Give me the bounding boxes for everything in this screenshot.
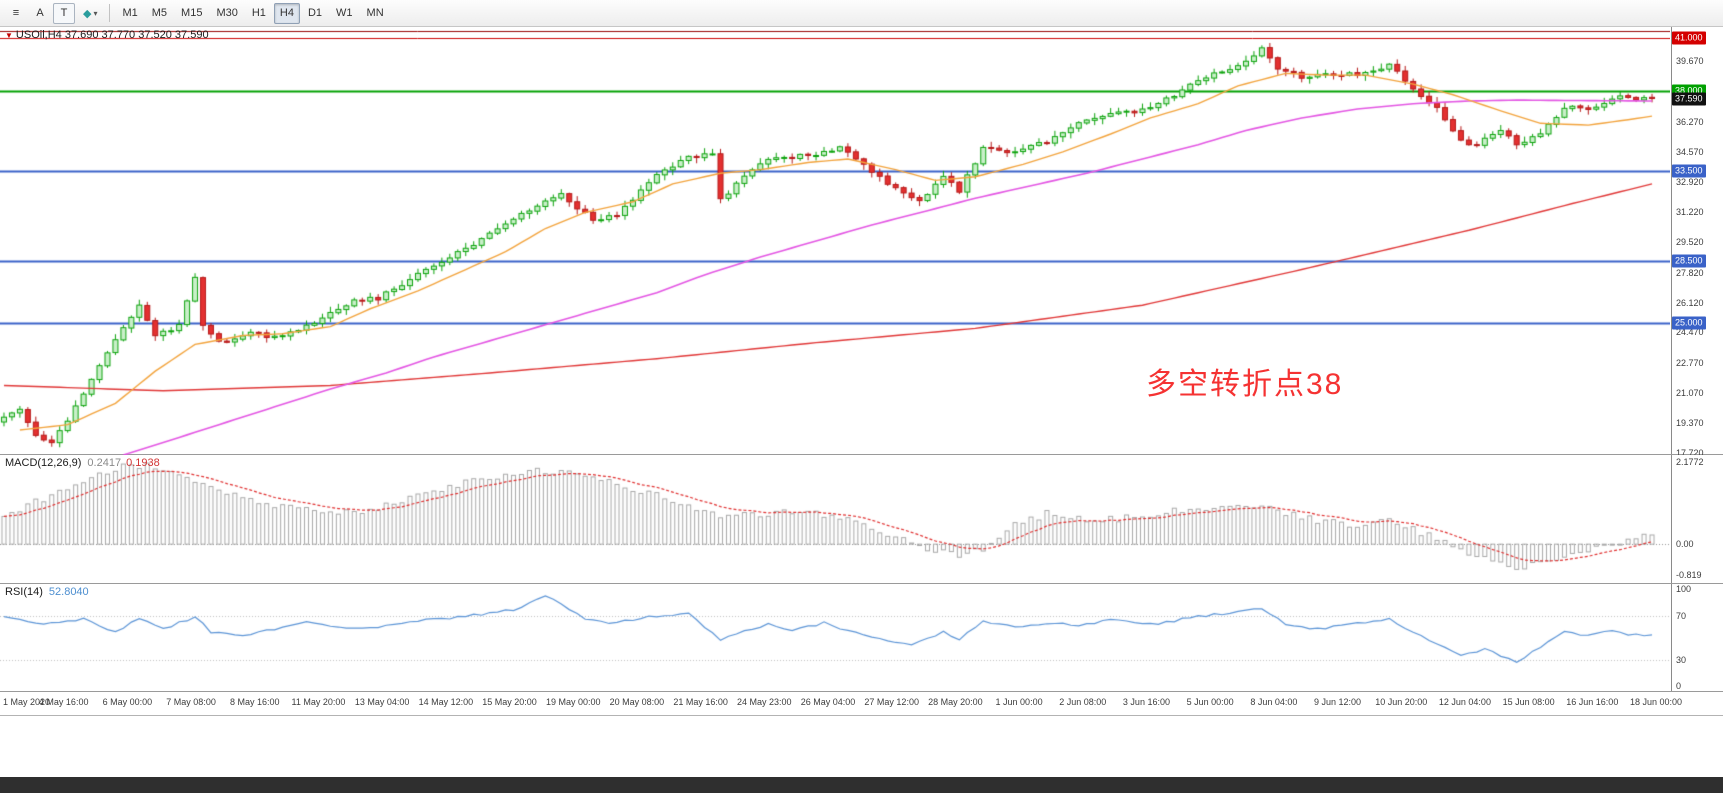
axis-label: 17.720: [1676, 447, 1704, 458]
timeframe-group: M1 M5 M15 M30 H1 H4 D1 W1 MN: [115, 2, 390, 24]
time-axis-label: 1 Jun 00:00: [995, 697, 1043, 707]
macd-name: MACD(12,26,9): [5, 457, 82, 469]
rsi-pane: RSI(14) 52.8040 100 70 30 0: [0, 584, 1723, 692]
axis-label: 0.00: [1676, 539, 1694, 550]
toolbar-separator: [109, 4, 111, 22]
main-price-axis[interactable]: 39.670 36.270 34.570 32.920 31.220 29.520 27.8…: [1671, 27, 1723, 458]
axis-label: 0: [1676, 681, 1682, 691]
chevron-down-icon: ▾: [93, 8, 98, 18]
bottom-bar: [0, 777, 1723, 793]
time-axis-label: 16 Jun 16:00: [1566, 697, 1619, 707]
time-axis-label: 3 Jun 16:00: [1122, 697, 1170, 707]
axis-label: 26.120: [1676, 298, 1704, 309]
main-chart-pane: ▼ USOil,H4 37.690 37.770 37.520 37.590 多空…: [0, 27, 1723, 458]
time-axis-label: 4 May 16:00: [38, 697, 89, 707]
axis-label: 19.370: [1676, 418, 1704, 429]
time-axis-label: 12 Jun 04:00: [1438, 697, 1491, 707]
time-axis-label: 27 May 12:00: [864, 697, 919, 707]
time-axis-label: 5 Jun 00:00: [1186, 697, 1234, 707]
time-axis-label: 15 May 20:00: [482, 697, 537, 707]
axis-label: 30: [1676, 654, 1687, 665]
time-axis[interactable]: 1 May 2020 4 May 16:00 6 May 00:00 7 May 08…: [0, 692, 1723, 716]
shapes-icon: ◆: [83, 7, 92, 20]
price-tag-41.000: 41.000: [1672, 31, 1706, 45]
symbol-info: ▼ USOil,H4 37.690 37.770 37.520 37.590: [5, 29, 209, 41]
time-axis-label: 10 Jun 20:00: [1375, 697, 1428, 707]
time-axis-label: 14 May 12:00: [418, 697, 474, 707]
symbol-ohlc-text: USOil,H4 37.690 37.770 37.520 37.590: [15, 29, 209, 41]
time-axis-label: 20 May 08:00: [609, 697, 665, 707]
timeframe-button-m30[interactable]: M30: [216, 7, 238, 19]
rsi-axis[interactable]: 100 70 30 0: [1671, 584, 1723, 691]
timeframe-button-h1[interactable]: H1: [251, 7, 266, 19]
time-axis-label: 18 Jun 00:00: [1629, 697, 1683, 707]
rsi-canvas[interactable]: [0, 584, 1670, 692]
timeframe-button-w1[interactable]: W1: [336, 7, 353, 19]
rsi-value: 52.8040: [48, 586, 89, 598]
macd-pane: MACD(12,26,9) 0.2417 0.1938 2.1772 0.00 -0.8…: [0, 455, 1723, 584]
price-tag-28.500: 28.500: [1672, 254, 1706, 268]
time-axis-label: 11 May 20:00: [291, 697, 346, 707]
axis-label: 24.470: [1676, 327, 1704, 338]
time-axis-label: 24 May 23:00: [737, 697, 792, 707]
time-axis-label: 2 Jun 08:00: [1059, 697, 1107, 707]
axis-label: 2.1772: [1676, 456, 1704, 467]
draw-shapes-button[interactable]: ◆ ▾: [77, 3, 103, 24]
axis-label: 70: [1676, 611, 1687, 622]
time-axis-label: 8 May 16:00: [230, 697, 280, 707]
axis-label: 21.070: [1676, 388, 1704, 399]
current-price-tag: 37.590: [1672, 92, 1706, 105]
macd-label: MACD(12,26,9) 0.2417 0.1938: [5, 457, 160, 469]
rsi-name: RSI(14): [5, 586, 43, 598]
timeframe-button-m15[interactable]: M15: [181, 7, 203, 19]
cursor-a-button[interactable]: A: [36, 7, 44, 19]
time-axis-label: 26 May 04:00: [800, 697, 856, 707]
macd-value: 0.2417: [87, 457, 122, 469]
symbol-dropdown-icon[interactable]: ▼: [5, 31, 13, 40]
axis-label: 29.520: [1676, 237, 1704, 248]
price-tag-25.000: 25.000: [1672, 316, 1706, 330]
axis-label: 27.820: [1676, 267, 1704, 278]
below-chart-whitespace: [0, 716, 1723, 777]
timeframe-button-mn[interactable]: MN: [366, 7, 384, 19]
chart-text-annotation[interactable]: 多空转折点38: [1146, 368, 1344, 401]
menu-icon[interactable]: ≡: [12, 7, 20, 19]
axis-label: -0.819: [1676, 570, 1702, 581]
time-axis-label: 7 May 08:00: [166, 697, 216, 707]
rsi-label: RSI(14) 52.8040: [5, 586, 89, 598]
time-axis-label: 1 May 2020: [3, 697, 51, 707]
time-axis-label: 21 May 16:00: [673, 697, 728, 707]
time-axis-label: 28 May 20:00: [928, 697, 983, 707]
macd-signal-value: 0.1938: [126, 457, 160, 469]
axis-label: 34.570: [1676, 147, 1704, 158]
time-axis-label: 9 Jun 12:00: [1314, 697, 1362, 707]
macd-canvas[interactable]: [0, 455, 1670, 584]
axis-label: 36.270: [1676, 117, 1704, 128]
time-axis-label: 15 Jun 08:00: [1502, 697, 1555, 707]
axis-label: 31.220: [1676, 207, 1704, 218]
main-chart-canvas[interactable]: [0, 27, 1670, 455]
axis-label: 100: [1676, 584, 1692, 594]
time-axis-label: 13 May 04:00: [354, 697, 410, 707]
timeframe-button-d1[interactable]: D1: [307, 7, 323, 19]
axis-label: 32.920: [1676, 176, 1704, 187]
text-tool-button[interactable]: T: [53, 2, 75, 24]
timeframe-button-m1[interactable]: M1: [122, 7, 138, 19]
time-axis-label: 19 May 00:00: [545, 697, 601, 707]
time-axis-label: 8 Jun 04:00: [1250, 697, 1298, 707]
timeframe-button-m5[interactable]: M5: [151, 7, 168, 19]
timeframe-button-h4[interactable]: H4: [273, 2, 300, 24]
axis-label: 22.770: [1676, 357, 1704, 368]
price-tag-33.500: 33.500: [1672, 164, 1706, 178]
macd-axis[interactable]: 2.1772 0.00 -0.819: [1671, 455, 1723, 583]
axis-label: 39.670: [1676, 56, 1704, 67]
top-toolbar: ≡ A T ◆ ▾ M1 M5 M15 M30 H1 H4 D1 W1 MN: [0, 0, 1723, 27]
time-axis-label: 6 May 00:00: [102, 697, 153, 707]
